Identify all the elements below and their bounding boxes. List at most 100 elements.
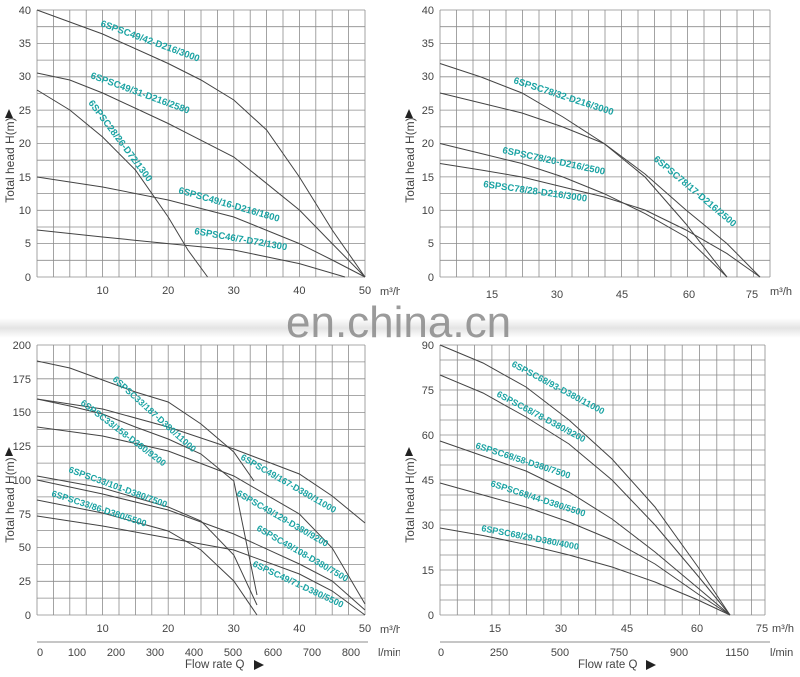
watermark: en.china.cn <box>286 298 512 347</box>
svg-text:90: 90 <box>422 340 434 352</box>
chart-3-curves <box>36 360 366 616</box>
chart-4-y-label: Total head H(m) <box>403 457 417 542</box>
chart-4-curve-labels: 6SPSC68/93-D380/11000 6SPSC68/78-D380/92… <box>474 359 606 552</box>
chart-3-y-ticks: 0 25 50 75 100 125 150 175 200 <box>13 340 31 622</box>
svg-text:45: 45 <box>616 289 628 300</box>
curve-6spsc49-31 <box>36 72 366 278</box>
chart-1-y-label: Total head H(m) <box>3 117 17 202</box>
chart-2-grid <box>439 9 771 278</box>
svg-text:30: 30 <box>422 520 434 532</box>
svg-text:6SPSC68/44-D380/5500: 6SPSC68/44-D380/5500 <box>489 478 586 518</box>
chart-1-svg: 0 5 10 15 20 25 30 35 40 10 20 30 40 50 … <box>3 5 402 298</box>
svg-text:300: 300 <box>146 647 164 659</box>
chart-3-y-label: Total head H(m) <box>3 457 17 542</box>
chart-1-curve-labels: 6SPSC49/42-D216/3000 6SPSC49/31-D216/258… <box>86 18 288 253</box>
chart-3-x-unit: m³/h <box>380 624 400 636</box>
svg-text:60: 60 <box>691 623 703 635</box>
svg-text:5: 5 <box>25 238 31 250</box>
svg-text:40: 40 <box>293 623 305 635</box>
svg-text:10: 10 <box>96 285 108 297</box>
svg-text:1150: 1150 <box>725 647 749 659</box>
svg-text:15: 15 <box>422 172 434 184</box>
chart-3-x-ticks: 10 20 30 40 50 <box>96 623 371 635</box>
chart-4-x-unit: m³/h <box>772 623 794 635</box>
svg-text:900: 900 <box>670 647 688 659</box>
svg-text:75: 75 <box>756 623 768 635</box>
chart-3-grid <box>36 344 366 616</box>
watermark-band <box>0 318 800 338</box>
chart-4: 0 15 30 45 60 75 90 15 30 45 60 75 m³/h … <box>400 336 800 672</box>
chart-3-svg: 0 25 50 75 100 125 150 175 200 10 20 30 … <box>3 340 402 671</box>
chart-3-x2-ticks: 0 100 200 300 400 500 600 700 800 <box>37 647 360 659</box>
chart-4-svg: 0 15 30 45 60 75 90 15 30 45 60 75 m³/h … <box>403 340 794 671</box>
svg-text:30: 30 <box>19 71 31 83</box>
svg-text:40: 40 <box>19 5 31 17</box>
svg-text:10: 10 <box>422 205 434 217</box>
svg-text:10: 10 <box>19 205 31 217</box>
svg-text:200: 200 <box>13 340 31 352</box>
svg-text:0: 0 <box>428 272 434 284</box>
svg-text:200: 200 <box>107 647 125 659</box>
svg-text:6SPSC49/42-D216/3000: 6SPSC49/42-D216/3000 <box>99 18 201 64</box>
svg-text:0: 0 <box>37 647 43 659</box>
svg-text:75: 75 <box>422 385 434 397</box>
svg-text:600: 600 <box>264 647 282 659</box>
svg-text:25: 25 <box>19 576 31 588</box>
svg-text:30: 30 <box>555 623 567 635</box>
chart-3: 0 25 50 75 100 125 150 175 200 10 20 30 … <box>0 336 402 672</box>
chart-2-svg: 0 5 10 15 20 25 30 35 40 15 30 45 60 75 … <box>403 5 792 301</box>
svg-text:15: 15 <box>489 623 501 635</box>
svg-text:45: 45 <box>621 623 633 635</box>
svg-text:800: 800 <box>342 647 360 659</box>
svg-text:30: 30 <box>422 71 434 83</box>
svg-text:30: 30 <box>551 289 563 300</box>
chart-3-x2-unit: l/min <box>378 647 400 659</box>
curve-6spsc49-16 <box>36 176 366 278</box>
svg-text:50: 50 <box>359 285 371 297</box>
svg-text:6SPSC68/58-D380/7500: 6SPSC68/58-D380/7500 <box>474 440 571 480</box>
right-arrow-icon <box>254 660 264 670</box>
chart-1-grid <box>36 9 366 278</box>
curve-6spsc46-7 <box>36 229 346 278</box>
chart-2-y-label: Total head H(m) <box>403 117 417 202</box>
svg-text:250: 250 <box>490 647 508 659</box>
chart-1-x-ticks: 10 20 30 40 50 <box>96 285 371 297</box>
svg-text:10: 10 <box>96 623 108 635</box>
svg-text:20: 20 <box>162 623 174 635</box>
svg-text:35: 35 <box>19 38 31 50</box>
curve-6spsc49-42 <box>36 9 366 278</box>
up-arrow-icon <box>5 447 13 456</box>
svg-text:60: 60 <box>422 430 434 442</box>
svg-text:0: 0 <box>438 647 444 659</box>
svg-text:750: 750 <box>610 647 628 659</box>
svg-text:125: 125 <box>13 441 31 453</box>
svg-text:60: 60 <box>683 289 695 300</box>
svg-text:6SPSC78/17-D216/2500: 6SPSC78/17-D216/2500 <box>651 154 738 230</box>
curve-28-26 <box>36 89 209 278</box>
svg-text:500: 500 <box>224 647 242 659</box>
chart-4-flow-label: Flow rate Q <box>578 659 637 671</box>
chart-4-x2-ticks: 0 250 500 750 900 1150 <box>438 647 749 659</box>
svg-text:0: 0 <box>25 272 31 284</box>
svg-text:15: 15 <box>422 565 434 577</box>
chart-4-curves <box>439 344 731 616</box>
svg-text:75: 75 <box>746 289 758 300</box>
chart-2-x-ticks: 15 30 45 60 75 <box>486 289 758 301</box>
svg-text:35: 35 <box>422 38 434 50</box>
svg-text:40: 40 <box>422 5 434 17</box>
svg-text:6SPSC68/29-D380/4000: 6SPSC68/29-D380/4000 <box>481 523 580 552</box>
svg-text:50: 50 <box>359 623 371 635</box>
svg-text:700: 700 <box>303 647 321 659</box>
svg-text:45: 45 <box>422 475 434 487</box>
chart-2-y-ticks: 0 5 10 15 20 25 30 35 40 <box>422 5 434 284</box>
chart-1-curves <box>36 9 366 278</box>
svg-text:100: 100 <box>68 647 86 659</box>
chart-2-curve-labels: 6SPSC78/32-D216/3000 6SPSC78/20-D216/250… <box>483 75 739 229</box>
chart-1: 0 5 10 15 20 25 30 35 40 10 20 30 40 50 … <box>0 0 402 300</box>
svg-text:20: 20 <box>422 138 434 150</box>
svg-text:6SPSC78/20-D216/2500: 6SPSC78/20-D216/2500 <box>501 145 606 178</box>
svg-text:400: 400 <box>185 647 203 659</box>
svg-text:25: 25 <box>422 105 434 117</box>
chart-3-flow-label: Flow rate Q <box>185 659 244 671</box>
svg-text:30: 30 <box>228 285 240 297</box>
